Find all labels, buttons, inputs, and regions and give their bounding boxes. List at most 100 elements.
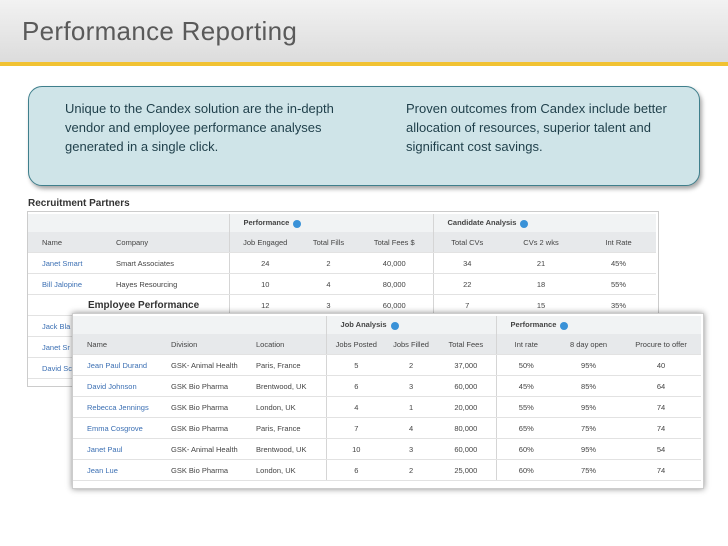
- group-header: Job Analysis: [325, 316, 497, 334]
- column-header: Name: [28, 232, 116, 253]
- group-header: Performance: [228, 214, 434, 232]
- table-cell: 75%: [556, 417, 622, 439]
- callout-text: Unique to the Candex solution are the in…: [65, 101, 334, 154]
- table-cell: 10: [325, 438, 387, 460]
- column-header: Procure to offer: [621, 334, 702, 355]
- column-header: CVs 2 wks: [501, 232, 582, 253]
- table-cell: 10: [228, 273, 301, 295]
- column-header: Total Fees $: [356, 232, 434, 253]
- table-cell: Brentwood, UK: [256, 375, 327, 397]
- table-cell: 6: [325, 459, 387, 481]
- table-cell: David Johnson: [73, 375, 171, 397]
- table-cell: GSK Bio Pharma: [171, 459, 256, 481]
- column-header: Company: [116, 232, 229, 253]
- table-cell: 5: [325, 354, 387, 376]
- column-header: Total CVs: [432, 232, 502, 253]
- table-cell: 95%: [556, 354, 622, 376]
- table-cell: 45%: [495, 375, 557, 397]
- table-cell: 37,000: [436, 354, 497, 376]
- table-cell: Jean Paul Durand: [73, 354, 171, 376]
- group-header: Performance: [495, 316, 702, 334]
- table-cell: 22: [432, 273, 502, 295]
- table-cell: 50%: [495, 354, 557, 376]
- table-cell: 60,000: [436, 438, 497, 460]
- table-cell: 6: [325, 375, 387, 397]
- table-cell: 40: [621, 354, 702, 376]
- table-cell: 40,000: [356, 252, 434, 274]
- table-cell: 74: [621, 396, 702, 418]
- table-cell: 95%: [556, 396, 622, 418]
- column-header: Jobs Posted: [325, 334, 387, 355]
- group-blank: [73, 316, 327, 334]
- group-header: Candidate Analysis: [432, 214, 657, 232]
- table-row: David Johnson GSK Bio Pharma Brentwood, UK…: [73, 375, 702, 397]
- table-cell: GSK Bio Pharma: [171, 417, 256, 439]
- table-cell: Smart Associates: [116, 252, 229, 274]
- info-icon: [560, 321, 569, 330]
- table-cell: 1: [386, 396, 437, 418]
- table-cell: 55%: [581, 273, 657, 295]
- section-label: Recruitment Partners: [28, 198, 130, 209]
- table-cell: 55%: [495, 396, 557, 418]
- table-cell: 75%: [556, 459, 622, 481]
- table-row: Rebecca Jennings GSK Bio Pharma London, UK…: [73, 396, 702, 418]
- table-cell: GSK Bio Pharma: [171, 396, 256, 418]
- table-cell: Janet Smart: [28, 252, 116, 274]
- column-header: Jobs Filled: [386, 334, 437, 355]
- table-cell: Brentwood, UK: [256, 438, 327, 460]
- data-table: Job Analysis Performance Name Division Locat…: [73, 316, 702, 481]
- table-cell: Paris, France: [256, 417, 327, 439]
- table-cell: 25,000: [436, 459, 497, 481]
- table-cell: 80,000: [436, 417, 497, 439]
- table-cell: 54: [621, 438, 702, 460]
- table-cell: GSK- Animal Health: [171, 354, 256, 376]
- table-cell: 20,000: [436, 396, 497, 418]
- group-row: Performance Candidate Analysis: [28, 214, 657, 232]
- table-cell: 65%: [495, 417, 557, 439]
- column-header: Job Engaged: [228, 232, 301, 253]
- column-header-row: Name Division Location Jobs Posted Jobs Fill…: [73, 334, 702, 355]
- group-title: Performance: [243, 218, 290, 228]
- table-cell: GSK- Animal Health: [171, 438, 256, 460]
- table-cell: Janet Paul: [73, 438, 171, 460]
- group-title: Performance: [510, 320, 557, 330]
- table-cell: 2: [386, 354, 437, 376]
- table-cell: 2: [386, 459, 437, 481]
- table-cell: London, UK: [256, 396, 327, 418]
- table-cell: 74: [621, 459, 702, 481]
- table-cell: London, UK: [256, 459, 327, 481]
- callout-box: Unique to the Candex solution are the in…: [28, 86, 700, 186]
- table-cell: 60%: [495, 438, 557, 460]
- table-row: Janet Paul GSK- Animal Health Brentwood, U…: [73, 438, 702, 460]
- table-cell: 3: [386, 375, 437, 397]
- column-header: Division: [171, 334, 256, 355]
- callout-text: Proven outcomes from Candex include bett…: [406, 101, 667, 154]
- group-title: Candidate Analysis: [447, 218, 517, 228]
- slide-title: Performance Reporting: [22, 16, 298, 46]
- table-cell: 3: [386, 438, 437, 460]
- employee-table: Job Analysis Performance Name Division Locat…: [72, 313, 704, 489]
- table-cell: 7: [325, 417, 387, 439]
- table-cell: 60%: [495, 459, 557, 481]
- table-cell: 18: [501, 273, 582, 295]
- column-header: Total Fills: [301, 232, 356, 253]
- group-blank: [28, 214, 229, 232]
- column-header: Location: [256, 334, 327, 355]
- table-row: Jean Lue GSK Bio Pharma London, UK 6 2 25,000…: [73, 459, 702, 481]
- table-cell: 60,000: [436, 375, 497, 397]
- column-header: Total Fees: [436, 334, 497, 355]
- table-cell: 2: [301, 252, 356, 274]
- group-title: Job Analysis: [340, 320, 387, 330]
- table-cell: Hayes Resourcing: [116, 273, 229, 295]
- table-cell: 4: [325, 396, 387, 418]
- group-row: Job Analysis Performance: [73, 316, 702, 334]
- column-header-row: Name Company Job Engaged Total Fills Total F…: [28, 232, 657, 253]
- info-icon: [390, 321, 399, 330]
- table-cell: 4: [301, 273, 356, 295]
- header-bar: Performance Reporting: [0, 0, 728, 66]
- table-row: Bill Jalopine Hayes Resourcing 10 4 80,000 22…: [28, 273, 657, 295]
- column-header: Name: [73, 334, 171, 355]
- info-icon: [293, 219, 302, 228]
- column-header: 8 day open: [556, 334, 622, 355]
- column-header: Int rate: [495, 334, 557, 355]
